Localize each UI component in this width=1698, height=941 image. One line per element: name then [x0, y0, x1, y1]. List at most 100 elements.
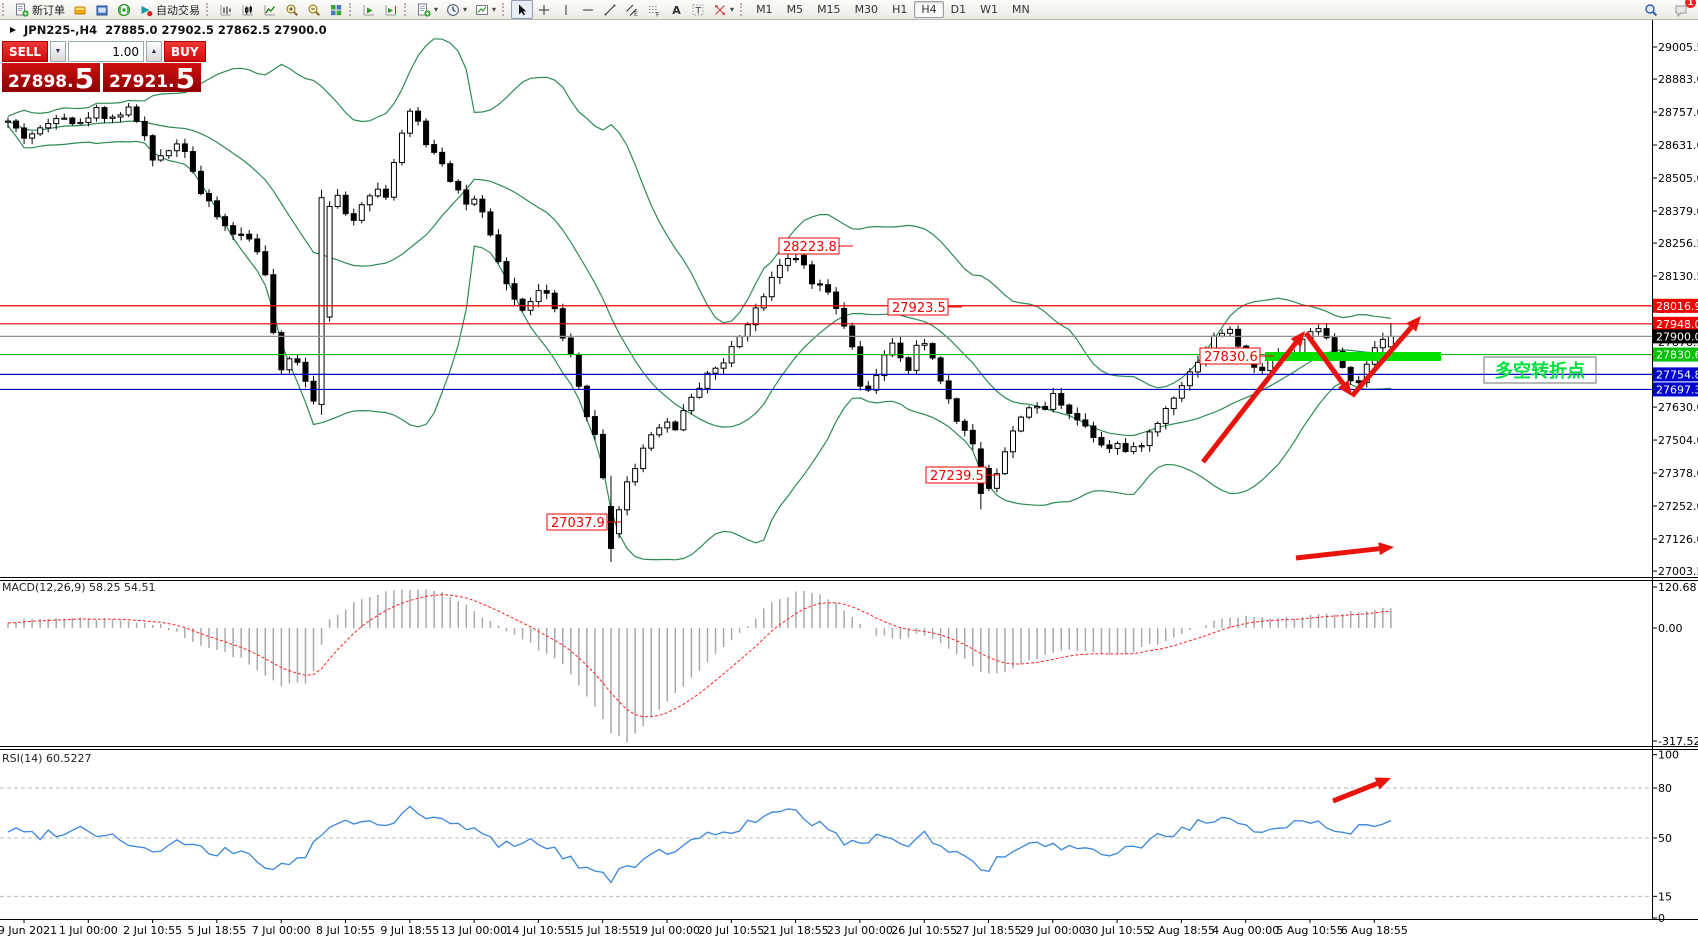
candle-body [45, 123, 52, 129]
indicators-button[interactable]: ▾ [413, 0, 442, 19]
price-annotation-label: 27830.6 [1204, 350, 1258, 365]
time-tick-label: 6 Aug 18:55 [1341, 924, 1408, 937]
time-tick-label: 26 Jul 10:55 [891, 924, 957, 937]
pullback-down-arrow[interactable] [1303, 331, 1346, 386]
tf-h4-button[interactable]: H4 [914, 1, 944, 18]
sell-button[interactable]: SELL [2, 41, 48, 62]
price-tick-label: 29005.5 [1658, 41, 1698, 54]
dropdown-caret-icon: ▾ [434, 4, 439, 14]
candle-body [173, 143, 180, 152]
candle-body [648, 434, 655, 449]
buy-button[interactable]: BUY [164, 41, 206, 62]
dropdown-caret-icon: ▾ [730, 4, 735, 14]
support-zone-bar[interactable] [1265, 352, 1441, 361]
signals-button[interactable] [113, 0, 135, 19]
autotrading-button[interactable]: 自动交易 [135, 0, 204, 19]
zoom-out-button[interactable] [303, 0, 325, 19]
time-tick-label: 14 Jul 10:55 [505, 924, 571, 937]
candle-body [455, 180, 462, 191]
tf-mn-button[interactable]: MN [1005, 1, 1037, 18]
tf-m5-button[interactable]: M5 [780, 1, 811, 18]
candle-body [1106, 444, 1113, 449]
hline-icon [583, 9, 594, 10]
rsi-tick-label: 50 [1658, 832, 1672, 845]
cursor-button[interactable] [511, 0, 534, 19]
tf-m1-button[interactable]: M1 [749, 1, 780, 18]
candle-body [664, 421, 671, 429]
time-tick-label: 8 Jul 10:55 [316, 924, 375, 937]
candle-body [760, 296, 767, 309]
tiles-icon [331, 4, 342, 15]
price-tick-label: 28130.5 [1658, 270, 1698, 283]
chart-shift-button[interactable] [380, 0, 402, 19]
tf-d1-button[interactable]: D1 [944, 1, 973, 18]
volume-input[interactable] [68, 41, 144, 62]
channel-button[interactable]: E [621, 0, 643, 19]
one-click-trading-panel: SELL ▼ ▲ BUY 27898.5 27921.5 [2, 41, 206, 93]
volume-increase-button[interactable]: ▲ [146, 41, 162, 62]
candle-body [93, 107, 100, 119]
auto-scroll-button[interactable] [358, 0, 380, 19]
arrows-button[interactable]: ▾ [709, 0, 738, 19]
candle-body [519, 298, 526, 311]
vline-button[interactable] [555, 0, 577, 19]
tf-w1-button[interactable]: W1 [973, 1, 1005, 18]
rsi-momentum-arrow[interactable] [1332, 781, 1378, 804]
tf-h1-button[interactable]: H1 [885, 1, 914, 18]
trend-up-arrow-2[interactable] [1350, 325, 1414, 398]
notifications-button[interactable]: 1 [1670, 0, 1696, 19]
candle-body [141, 120, 148, 137]
label-button[interactable]: T [687, 0, 709, 19]
candle-body [254, 238, 261, 253]
candle-body [294, 358, 301, 363]
terminal-button[interactable] [91, 0, 113, 19]
new-order-button[interactable]: 新订单 [11, 0, 69, 19]
candle-body [206, 193, 212, 202]
text-button[interactable]: A [665, 0, 687, 19]
price-tag-label: 27900.0 [1656, 330, 1698, 343]
rsi-tick-label: 0 [1658, 912, 1665, 925]
templates-button[interactable]: ▾ [471, 0, 500, 19]
candle-body [511, 283, 518, 300]
macd-momentum-arrow[interactable] [1295, 546, 1380, 561]
time-tick-label: 5 Aug 10:55 [1276, 924, 1343, 937]
horizontal-lines [0, 305, 1652, 391]
fibonacci-button[interactable]: F [643, 0, 665, 19]
metaeditor-button[interactable] [69, 0, 91, 19]
candle-body [1331, 337, 1338, 352]
tf-m30-button-label: M30 [854, 3, 879, 16]
trend-up-arrow-1[interactable] [1201, 341, 1298, 464]
candle-body [640, 447, 647, 470]
candle-body [133, 106, 140, 122]
tf-m30-button[interactable]: M30 [848, 1, 886, 18]
tf-m15-button[interactable]: M15 [810, 1, 848, 18]
trendline-button[interactable] [599, 0, 621, 19]
tile-windows-button[interactable] [325, 0, 347, 19]
hline-button[interactable] [577, 0, 599, 19]
periods-button[interactable]: ▾ [442, 0, 471, 19]
time-tick-label: 23 Jul 00:00 [827, 924, 893, 937]
candle-body [374, 188, 381, 197]
price-tag-label: 27830.6 [1656, 349, 1698, 362]
text-annotation-box[interactable] [1483, 356, 1597, 384]
tf-m1-button-label: M1 [756, 3, 773, 16]
rsi-momentum-arrow-head [1374, 777, 1391, 790]
sell-price[interactable]: 27898. 5 [2, 63, 100, 93]
candle-body [1074, 412, 1081, 421]
volume-decrease-button[interactable]: ▼ [50, 41, 66, 62]
zoom-in-button[interactable] [281, 0, 303, 19]
bar-chart-button[interactable] [215, 0, 237, 19]
rsi-pane [0, 787, 1652, 897]
template-icon [476, 4, 489, 15]
crosshair-button[interactable] [533, 0, 555, 19]
search-button[interactable] [1640, 0, 1662, 19]
buy-price[interactable]: 27921. 5 [103, 63, 201, 93]
candle-body [720, 362, 727, 369]
candle-chart-button[interactable] [237, 0, 259, 19]
candle-body [366, 195, 373, 206]
candle-body [109, 116, 116, 119]
candle-body [921, 343, 928, 346]
candle-body [535, 290, 542, 303]
line-chart-button[interactable] [259, 0, 281, 19]
